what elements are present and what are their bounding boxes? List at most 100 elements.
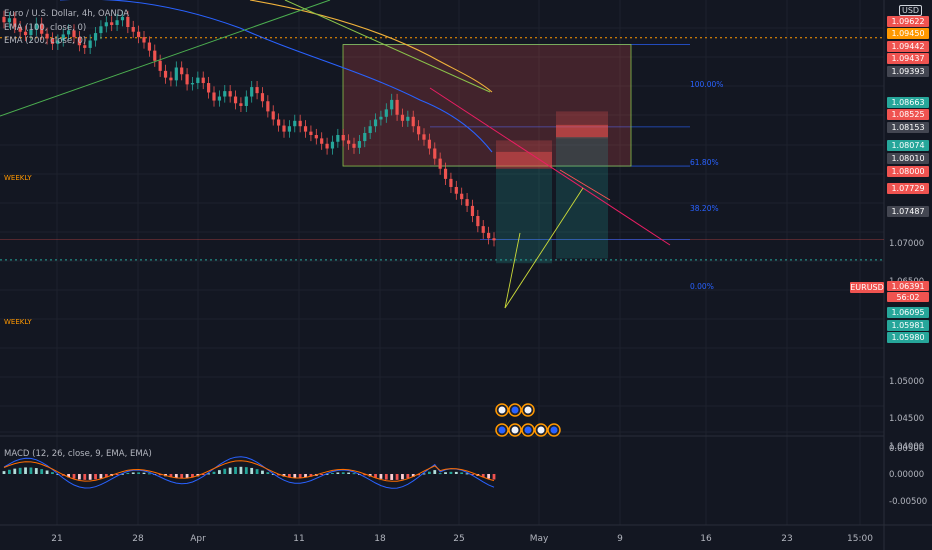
candle-37 — [201, 77, 205, 84]
candle-78 — [422, 134, 426, 140]
candle-11 — [61, 34, 65, 41]
candle-36 — [196, 77, 200, 84]
price-axis[interactable]: 1.070001.065001.050001.045001.040000.005… — [889, 239, 927, 507]
short-2-target — [556, 137, 608, 259]
event-icons[interactable] — [495, 403, 561, 437]
projection-stop-line — [559, 169, 611, 201]
candle-14 — [77, 37, 81, 46]
short-1-target — [496, 168, 552, 264]
candle-81 — [438, 158, 442, 169]
candle-27 — [147, 42, 151, 51]
candle-74 — [400, 114, 405, 121]
macd-bar-14 — [77, 474, 81, 480]
candle-35 — [190, 83, 195, 85]
ema-100-legend[interactable]: EMA (100, close, 0) — [4, 23, 87, 33]
currency-button[interactable]: USD — [899, 5, 923, 16]
macd-bar-6 — [34, 468, 38, 474]
candle-6 — [34, 23, 38, 30]
candle-67 — [363, 132, 367, 142]
candle-57 — [309, 131, 313, 135]
candle-2 — [13, 18, 17, 27]
macd-bar-71 — [384, 474, 388, 480]
macd-bar-69 — [374, 474, 377, 478]
macd-bar-91 — [492, 474, 496, 480]
x-tick-6: May — [530, 534, 549, 544]
weekly-label-lower: WEEKLY — [4, 318, 32, 326]
macd-bar-67 — [363, 474, 367, 476]
macd-bar-82 — [444, 472, 447, 474]
candle-82 — [443, 168, 448, 179]
macd-bar-34 — [185, 474, 189, 478]
candle-49 — [266, 101, 270, 112]
candle-29 — [158, 60, 162, 71]
candle-40 — [217, 96, 221, 101]
macd-bar-18 — [99, 474, 103, 479]
candle-69 — [373, 119, 378, 127]
candle-38 — [207, 83, 211, 93]
macd-bar-38 — [207, 473, 211, 475]
macd-bar-56 — [304, 474, 307, 478]
price-label-1: 1.09450 — [887, 28, 929, 39]
macd-bar-61 — [331, 473, 334, 475]
candle-84 — [454, 186, 458, 194]
macd-bar-27 — [147, 473, 151, 475]
macd-bar-74 — [401, 474, 404, 480]
candle-46 — [250, 87, 254, 97]
macd-bar-57 — [309, 474, 313, 477]
macd-bar-89 — [481, 474, 485, 478]
upper-trend-line — [284, 0, 491, 93]
macd-bar-40 — [217, 470, 221, 474]
macd-bar-21 — [115, 474, 119, 475]
macd-bar-45 — [244, 467, 248, 474]
candle-91 — [492, 238, 496, 241]
event-icon-dot-5 — [524, 426, 532, 434]
candle-18 — [99, 26, 103, 34]
macd-bar-50 — [271, 473, 275, 475]
candle-68 — [368, 126, 372, 133]
candle-15 — [83, 45, 87, 48]
time-axis[interactable]: 21 28 Apr 11 18 25 May 9 16 23 15:00 — [51, 534, 873, 544]
price-label-14: 1.05981 — [887, 320, 929, 331]
macd-bar-32 — [174, 474, 178, 478]
projection-leg-2 — [504, 187, 584, 309]
candle-60 — [325, 143, 329, 149]
macd-bar-33 — [180, 474, 184, 479]
candle-45 — [244, 96, 248, 106]
price-label-2: 1.09442 — [887, 41, 929, 52]
price-label-4: 1.09393 — [887, 66, 929, 77]
macd-bar-43 — [234, 466, 237, 474]
macd-pane — [2, 456, 496, 489]
macd-bar-37 — [201, 474, 205, 475]
candle-86 — [465, 199, 469, 206]
macd-bar-64 — [347, 472, 351, 474]
signal-line — [3, 460, 495, 482]
candle-5 — [29, 29, 33, 36]
projection-leg-1 — [504, 232, 521, 309]
macd-bar-83 — [449, 471, 453, 474]
macd-bar-31 — [169, 474, 173, 478]
macd-bar-2 — [13, 468, 17, 474]
price-label-6: 1.08525 — [887, 109, 929, 120]
downtrend-line — [429, 87, 671, 246]
macd-bar-78 — [422, 473, 426, 475]
candle-9 — [50, 38, 55, 44]
candle-73 — [395, 99, 399, 115]
short-1-stop — [496, 151, 552, 169]
macd-bar-80 — [433, 470, 437, 474]
candle-13 — [72, 30, 76, 38]
macd-legend[interactable]: MACD (12, 26, close, 9, EMA, EMA) — [4, 449, 152, 459]
candle-79 — [427, 139, 431, 149]
candle-85 — [460, 193, 464, 200]
candle-22 — [120, 16, 125, 21]
symbol-title[interactable]: Euro / U.S. Dollar, 4h, OANDA — [4, 9, 129, 19]
ema-200-legend[interactable]: EMA (200, close, 0) — [4, 36, 87, 46]
macd-bar-0 — [2, 471, 6, 474]
macd-bar-5 — [29, 467, 33, 474]
candle-65 — [352, 143, 356, 148]
candle-70 — [379, 116, 383, 120]
symbol-tag: EURUSD — [850, 282, 884, 293]
candle-44 — [239, 103, 243, 106]
event-icon-dot-7 — [550, 426, 558, 434]
